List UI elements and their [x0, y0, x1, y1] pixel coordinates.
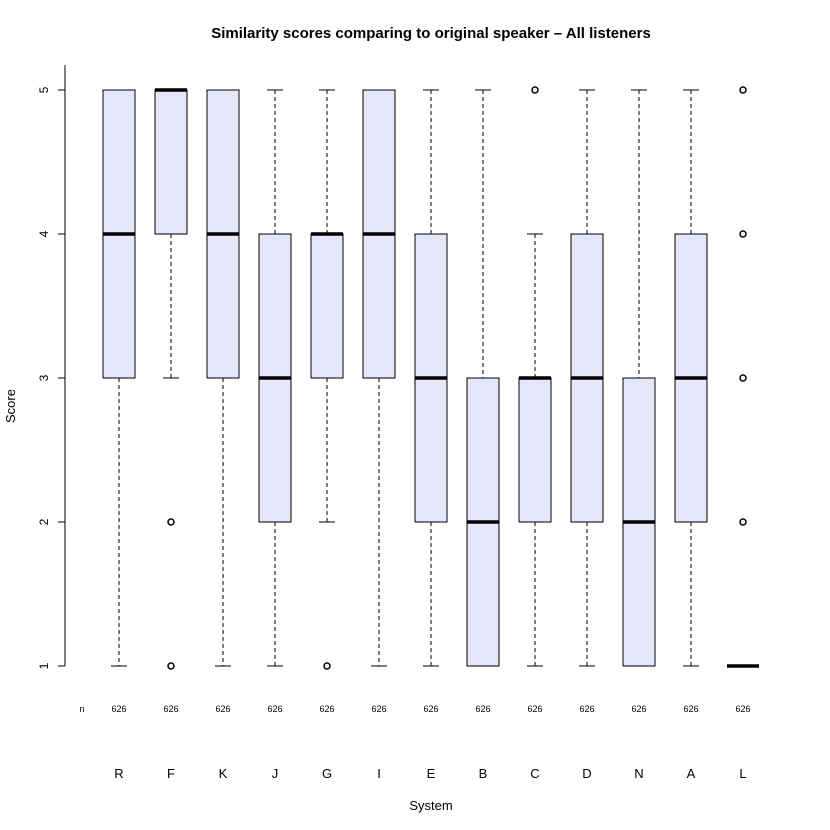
box-A: [674, 89, 708, 667]
box-K: [206, 89, 240, 667]
category-label-D: D: [582, 766, 591, 781]
n-value-I: 626: [371, 704, 386, 714]
y-tick-label: 1: [37, 662, 51, 669]
y-tick-label: 3: [37, 374, 51, 381]
category-label-N: N: [634, 766, 643, 781]
box-B: [466, 89, 500, 667]
n-value-E: 626: [423, 704, 438, 714]
boxes: [102, 86, 759, 670]
box-J: [258, 89, 292, 667]
n-value-C: 626: [527, 704, 542, 714]
n-value-F: 626: [163, 704, 178, 714]
category-label-L: L: [739, 766, 746, 781]
n-value-R: 626: [111, 704, 126, 714]
outlier-point: [531, 86, 539, 94]
box-iqr: [154, 89, 188, 235]
category-label-F: F: [167, 766, 175, 781]
category-label-B: B: [479, 766, 488, 781]
outlier-point: [167, 662, 175, 670]
n-value-D: 626: [579, 704, 594, 714]
chart-title: Similarity scores comparing to original …: [211, 25, 651, 42]
outlier-point: [739, 518, 747, 526]
category-label-K: K: [219, 766, 228, 781]
box-G: [310, 89, 344, 670]
category-label-C: C: [530, 766, 539, 781]
outlier-point: [739, 230, 747, 238]
box-I: [362, 89, 396, 667]
box-iqr: [310, 233, 344, 379]
box-R: [102, 89, 136, 667]
box-N: [622, 89, 656, 667]
sample-size-labels: 626 626 626 626 626 626 626 626 626 626 626 626 626: [111, 704, 750, 714]
n-value-J: 626: [267, 704, 282, 714]
category-label-G: G: [322, 766, 332, 781]
y-tick-label: 4: [37, 230, 51, 237]
box-F: [154, 88, 188, 670]
n-value-L: 626: [735, 704, 750, 714]
y-axis-label: Score: [3, 389, 18, 423]
n-row-label: n: [79, 704, 84, 714]
outlier-point: [739, 86, 747, 94]
outlier-point: [739, 374, 747, 382]
n-value-G: 626: [319, 704, 334, 714]
outlier-point: [167, 518, 175, 526]
y-tick-label: 2: [37, 518, 51, 525]
category-label-I: I: [377, 766, 381, 781]
n-value-K: 626: [215, 704, 230, 714]
category-label-R: R: [114, 766, 123, 781]
n-value-A: 626: [683, 704, 698, 714]
category-label-A: A: [687, 766, 696, 781]
box-C: [518, 86, 552, 667]
category-label-J: J: [272, 766, 279, 781]
box-D: [570, 89, 604, 667]
x-axis-label: System: [409, 798, 452, 813]
box-iqr: [518, 377, 552, 523]
n-value-N: 626: [631, 704, 646, 714]
y-tick-label: 5: [37, 86, 51, 93]
box-L: [727, 86, 759, 668]
n-value-B: 626: [475, 704, 490, 714]
category-label-E: E: [427, 766, 436, 781]
y-axis-ticks: 1 2 3 4 5: [37, 86, 65, 669]
box-E: [414, 89, 448, 667]
outlier-point: [323, 662, 331, 670]
